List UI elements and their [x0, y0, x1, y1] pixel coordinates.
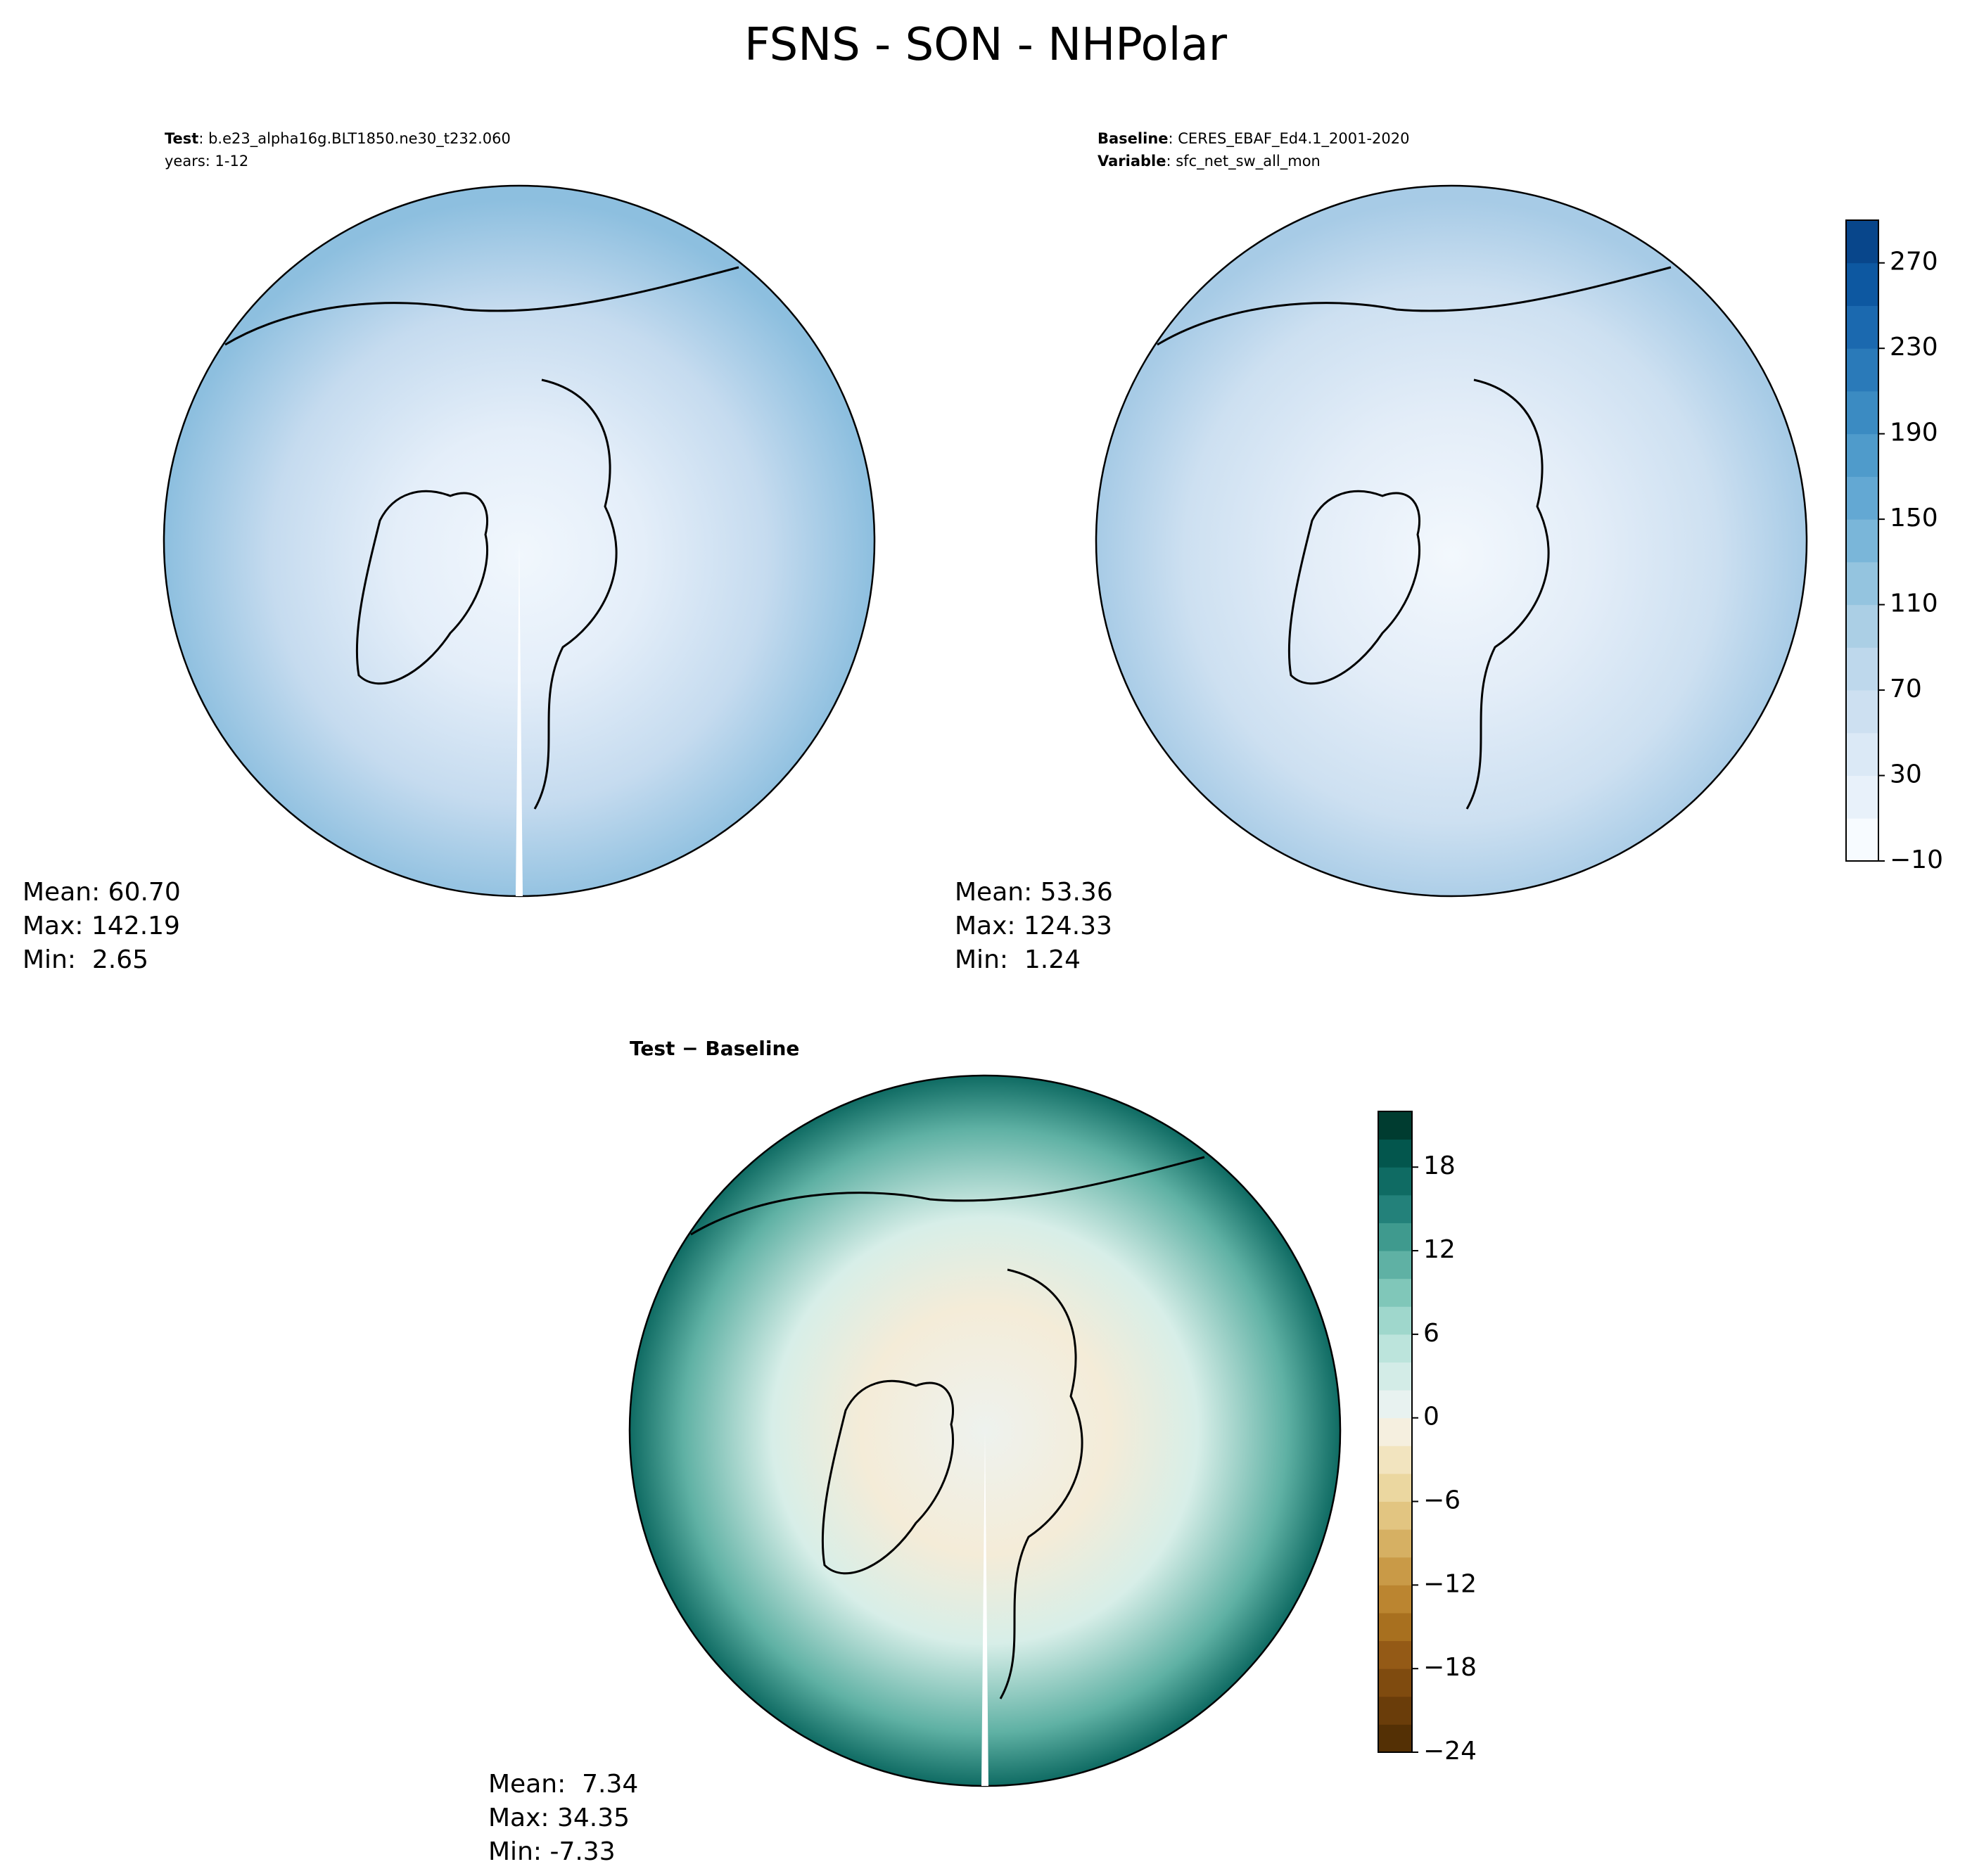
- colorbar-band: [1846, 647, 1878, 691]
- colorbar-band: [1846, 561, 1878, 606]
- colorbar-band: [1846, 433, 1878, 477]
- map: [1095, 184, 1808, 898]
- label-bold: Test: [165, 130, 198, 147]
- label-bold: Baseline: [1098, 130, 1169, 147]
- colorbar-tick-label: 6: [1423, 1319, 1439, 1348]
- label-text: : CERES_EBAF_Ed4.1_2001-2020: [1169, 130, 1410, 148]
- stat: Mean: 53.36: [955, 878, 1113, 907]
- colorbar-band: [1378, 1529, 1412, 1558]
- colorbar-band: [1378, 1111, 1412, 1140]
- colorbar-band: [1846, 519, 1878, 563]
- colorbar-tick-label: −18: [1423, 1653, 1477, 1682]
- colorbar-tick-label: 230: [1890, 333, 1938, 362]
- colorbar-band: [1378, 1194, 1412, 1223]
- stat: Max: 124.33: [955, 912, 1112, 940]
- colorbar-tick-label: 110: [1890, 589, 1938, 618]
- colorbar-tick-label: 30: [1890, 760, 1922, 789]
- panel-label: Baseline: CERES_EBAF_Ed4.1_2001-2020: [1098, 130, 1409, 148]
- label-text: : b.e23_alpha16g.BLT1850.ne30_t232.060: [198, 130, 511, 148]
- colorbar-tick-label: −6: [1423, 1486, 1461, 1515]
- coastline: [1157, 266, 1672, 810]
- panel-label: Test: b.e23_alpha16g.BLT1850.ne30_t232.0…: [165, 130, 511, 148]
- colorbar-band: [1378, 1473, 1412, 1502]
- colorbar-band: [1846, 818, 1878, 862]
- colorbar-band: [1846, 220, 1878, 264]
- colorbar-band: [1378, 1640, 1412, 1669]
- stat: Min: -7.33: [488, 1837, 616, 1866]
- colorbar-band: [1378, 1139, 1412, 1168]
- figure-title: FSNS - SON - NHPolar: [744, 19, 1228, 71]
- coastline: [355, 490, 489, 685]
- stat: Min: 2.65: [23, 945, 148, 974]
- colorbar-band: [1846, 348, 1878, 392]
- colorbar-band: [1846, 390, 1878, 435]
- map-gap: [981, 1431, 988, 1786]
- stat: Mean: 7.34: [488, 1770, 638, 1799]
- coastline: [224, 266, 739, 810]
- colorbar-tick-label: 70: [1890, 675, 1922, 703]
- colorbar-band: [1846, 690, 1878, 734]
- colorbar-band: [1378, 1557, 1412, 1585]
- colorbar-band: [1378, 1362, 1412, 1391]
- colorbar-band: [1846, 476, 1878, 520]
- colorbar-band: [1378, 1696, 1412, 1725]
- panel-label: Test − Baseline: [630, 1037, 799, 1060]
- colorbar-band: [1846, 305, 1878, 349]
- colorbar-tick-label: 270: [1890, 248, 1938, 276]
- colorbar-tick-label: 12: [1423, 1235, 1456, 1264]
- colorbar-band: [1378, 1278, 1412, 1307]
- colorbar-band: [1378, 1668, 1412, 1697]
- map-gap: [516, 541, 523, 896]
- panel-sub: years: 1-12: [165, 153, 248, 170]
- stat: Max: 142.19: [23, 912, 180, 940]
- coastline: [690, 1156, 1205, 1699]
- colorbar-band: [1378, 1417, 1412, 1446]
- label-text: : sfc_net_sw_all_mon: [1166, 153, 1320, 170]
- colorbar-band: [1378, 1167, 1412, 1196]
- colorbar-tick-label: 18: [1423, 1151, 1456, 1180]
- colorbar-band: [1378, 1334, 1412, 1363]
- panel-sub: Variable: sfc_net_sw_all_mon: [1098, 153, 1321, 170]
- colorbar-band: [1378, 1501, 1412, 1530]
- colorbar-band: [1378, 1306, 1412, 1335]
- colorbar-tick-label: −10: [1890, 846, 1943, 874]
- stat: Min: 1.24: [955, 945, 1081, 974]
- colorbar-band: [1378, 1724, 1412, 1753]
- coastline: [821, 1380, 955, 1575]
- coastline: [1287, 490, 1421, 685]
- colorbar-band: [1378, 1223, 1412, 1251]
- colorbar-tick-label: 0: [1423, 1403, 1439, 1431]
- stat: Max: 34.35: [488, 1804, 630, 1832]
- colorbar-band: [1846, 604, 1878, 648]
- colorbar-tick-label: −12: [1423, 1569, 1477, 1598]
- colorbar-band: [1378, 1251, 1412, 1280]
- colorbar-tick-label: 190: [1890, 419, 1938, 447]
- colorbar-band: [1378, 1585, 1412, 1614]
- colorbar-band: [1846, 775, 1878, 819]
- colorbar-band: [1378, 1612, 1412, 1642]
- colorbar-band: [1378, 1446, 1412, 1474]
- colorbar-band: [1378, 1390, 1412, 1419]
- colorbar-band: [1846, 732, 1878, 777]
- colorbar-band: [1846, 262, 1878, 306]
- colorbar-frame: [1378, 1111, 1413, 1753]
- colorbar-frame: [1845, 219, 1879, 862]
- colorbar-tick-label: 150: [1890, 504, 1938, 532]
- colorbar-tick-label: −24: [1423, 1737, 1477, 1766]
- stat: Mean: 60.70: [23, 878, 181, 907]
- label-bold: Variable: [1098, 153, 1166, 170]
